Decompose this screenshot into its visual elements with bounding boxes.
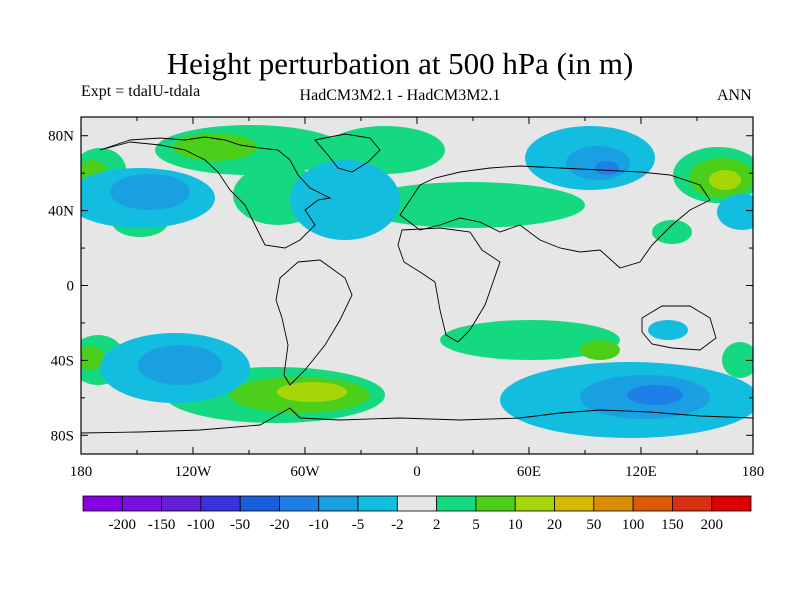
colorbar-label: -100 (187, 517, 215, 533)
colorbar-swatch (593, 495, 634, 512)
lat-tick-label: 80N (48, 129, 74, 145)
map-area: 180 120W 60W 0 60E 120E 180 80N 40N 0 40S 80S (48, 116, 764, 480)
colorbar-swatch (279, 495, 320, 512)
colorbar-swatch (357, 495, 398, 512)
colorbar-swatch (121, 495, 162, 512)
coastline-antarctica (81, 407, 753, 434)
axis-ticks (80, 117, 754, 454)
colorbar-label: 20 (547, 517, 562, 533)
colorbar-swatch (161, 495, 202, 512)
negative-anomaly-regions (81, 126, 753, 438)
coastline-south-america (275, 259, 353, 386)
lat-tick-label: 0 (67, 279, 75, 295)
colorbar-swatch (239, 495, 280, 512)
lon-tick-label: 0 (413, 464, 421, 480)
axis-tick-labels: 180 120W 60W 0 60E 120E 180 80N 40N 0 40S 80S (48, 129, 764, 480)
colorbar-swatch (632, 495, 673, 512)
colorbar-label: 100 (622, 517, 645, 533)
colorbar-label: -20 (269, 517, 289, 533)
colorbar-label: 200 (700, 517, 723, 533)
colorbar-swatch (475, 495, 516, 512)
lon-tick-label: 180 (742, 464, 765, 480)
coastline-greenland (314, 133, 381, 173)
colorbar-swatch (514, 495, 555, 512)
colorbar-label: 5 (472, 517, 480, 533)
colorbar-label: 2 (433, 517, 441, 533)
lon-tick-label: 120W (175, 464, 213, 480)
season-label: ANN (717, 87, 752, 104)
model-label: HadCM3M2.1 - HadCM3M2.1 (299, 87, 501, 104)
colorbar-swatch (672, 495, 713, 512)
coastline-africa (397, 227, 501, 343)
colorbar-swatch (711, 495, 752, 512)
colorbar-swatch (436, 495, 477, 512)
map-title: Height perturbation at 500 hPa (in m) (166, 46, 634, 81)
experiment-label: Expt = tdalU-tdala (81, 83, 201, 100)
positive-anomaly-peaks (277, 170, 741, 402)
colorbar-swatch (82, 495, 123, 512)
lon-tick-label: 120E (625, 464, 657, 480)
colorbar-label: -2 (391, 517, 404, 533)
lon-tick-label: 180 (70, 464, 93, 480)
colorbar-label: 10 (508, 517, 523, 533)
contour-fields (81, 125, 753, 438)
colorbar-swatch (554, 495, 595, 512)
negative-anomaly-peaks (595, 161, 683, 405)
colorbar-swatch (396, 495, 438, 512)
lon-tick-label: 60E (517, 464, 541, 480)
colorbar-swatch (200, 495, 241, 512)
colorbar-label: 150 (661, 517, 684, 533)
lat-tick-label: 40N (48, 204, 74, 220)
colorbar: -200 -150 -100 -50 -20 -10 -5 -2 2 5 10 20 50 100 150 2… (82, 495, 752, 533)
lat-tick-label: 40S (51, 353, 74, 369)
colorbar-label: -50 (230, 517, 250, 533)
coastlines (81, 133, 753, 434)
colorbar-label: 50 (586, 517, 601, 533)
colorbar-swatch (318, 495, 359, 512)
colorbar-label: -150 (148, 517, 176, 533)
coastline-north-america (99, 136, 332, 249)
colorbar-label: -200 (109, 517, 137, 533)
lon-tick-label: 60W (290, 464, 320, 480)
lat-tick-label: 80S (51, 428, 74, 444)
coastline-australia (641, 305, 717, 351)
coastline-eurasia (399, 165, 711, 269)
colorbar-label: -5 (352, 517, 365, 533)
colorbar-label: -10 (309, 517, 329, 533)
